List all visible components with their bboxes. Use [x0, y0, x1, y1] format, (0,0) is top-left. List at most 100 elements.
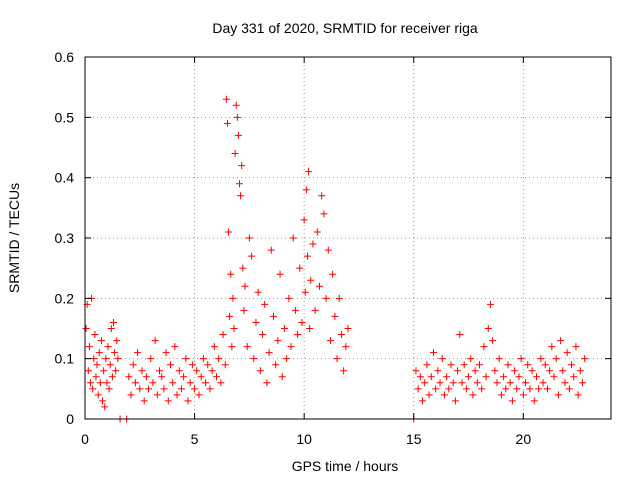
data-point — [100, 367, 108, 375]
data-point — [416, 373, 424, 381]
data-point — [561, 379, 569, 387]
data-point — [267, 246, 275, 254]
data-point — [160, 385, 168, 393]
data-point — [107, 325, 115, 332]
plot-frame — [84, 56, 612, 420]
data-point — [307, 276, 315, 284]
data-point — [223, 119, 231, 127]
data-point — [574, 391, 582, 399]
data-point — [226, 312, 234, 320]
data-point — [89, 385, 97, 393]
data-point — [306, 325, 314, 332]
data-point — [111, 349, 119, 357]
y-axis-label: SRMTID / TECUs — [6, 183, 22, 293]
data-point — [421, 379, 429, 387]
data-point — [313, 228, 321, 236]
data-point — [274, 337, 282, 345]
data-point — [458, 379, 466, 387]
x-tick-label: 20 — [516, 431, 532, 447]
data-point — [440, 391, 448, 399]
data-point — [238, 162, 246, 170]
data-point — [236, 180, 244, 188]
data-point — [302, 186, 310, 194]
data-point — [86, 379, 94, 387]
data-point — [240, 306, 248, 314]
y-tick-label: 0.1 — [55, 351, 75, 367]
data-point — [425, 391, 433, 399]
data-point — [497, 391, 505, 399]
data-point — [204, 361, 212, 369]
data-point — [233, 113, 241, 121]
data-point — [429, 349, 437, 357]
data-point — [489, 337, 497, 345]
data-point — [177, 385, 185, 393]
data-point — [106, 361, 114, 369]
data-point — [550, 373, 558, 381]
data-point — [506, 379, 514, 387]
data-point — [342, 343, 350, 351]
data-point — [105, 385, 113, 393]
data-point — [131, 379, 139, 387]
data-point — [535, 385, 543, 393]
data-point — [184, 397, 192, 405]
data-point — [456, 331, 464, 339]
data-point — [500, 373, 508, 381]
data-point — [311, 306, 319, 314]
data-point — [432, 385, 440, 393]
data-point — [344, 325, 352, 332]
data-point — [471, 367, 479, 375]
data-point — [103, 379, 111, 387]
data-point — [326, 337, 334, 345]
data-point — [285, 294, 293, 302]
data-point — [193, 367, 201, 375]
data-point — [265, 349, 273, 357]
data-point — [291, 306, 299, 314]
data-point — [454, 367, 462, 375]
data-point — [112, 367, 120, 375]
data-point — [316, 282, 324, 290]
data-point — [228, 343, 236, 351]
data-point — [546, 367, 554, 375]
data-point — [248, 252, 256, 260]
data-point — [322, 294, 330, 302]
data-points — [82, 95, 589, 423]
data-point — [300, 216, 308, 224]
data-point — [147, 355, 155, 363]
data-point — [259, 331, 267, 339]
data-point — [104, 343, 112, 351]
data-point — [140, 397, 148, 405]
data-point — [114, 355, 122, 363]
data-point — [237, 192, 245, 200]
data-point — [434, 367, 442, 375]
data-point — [427, 373, 435, 381]
data-point — [445, 385, 453, 393]
data-point — [269, 312, 277, 320]
data-point — [289, 234, 297, 242]
data-point — [331, 312, 339, 320]
chart-title: Day 331 of 2020, SRMTID for receiver rig… — [212, 20, 478, 36]
data-point — [149, 379, 157, 387]
data-point — [250, 355, 258, 363]
data-point — [294, 331, 302, 339]
data-point — [451, 397, 459, 405]
grid — [85, 57, 611, 419]
x-tick-label: 5 — [191, 431, 199, 447]
data-point — [99, 397, 107, 405]
data-point — [213, 373, 220, 381]
data-point — [225, 228, 233, 236]
data-point — [337, 331, 345, 339]
data-point — [153, 391, 161, 399]
data-point — [254, 288, 262, 296]
data-point — [231, 150, 239, 158]
data-point — [94, 391, 102, 399]
data-point — [568, 361, 576, 369]
data-point — [245, 234, 253, 242]
data-point — [221, 361, 229, 369]
data-point — [182, 355, 190, 363]
data-point — [491, 367, 499, 375]
data-point — [102, 355, 110, 363]
data-point — [229, 294, 237, 302]
data-point — [530, 397, 538, 405]
